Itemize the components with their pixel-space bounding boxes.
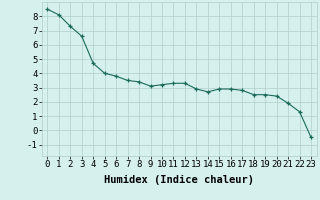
X-axis label: Humidex (Indice chaleur): Humidex (Indice chaleur) bbox=[104, 175, 254, 185]
